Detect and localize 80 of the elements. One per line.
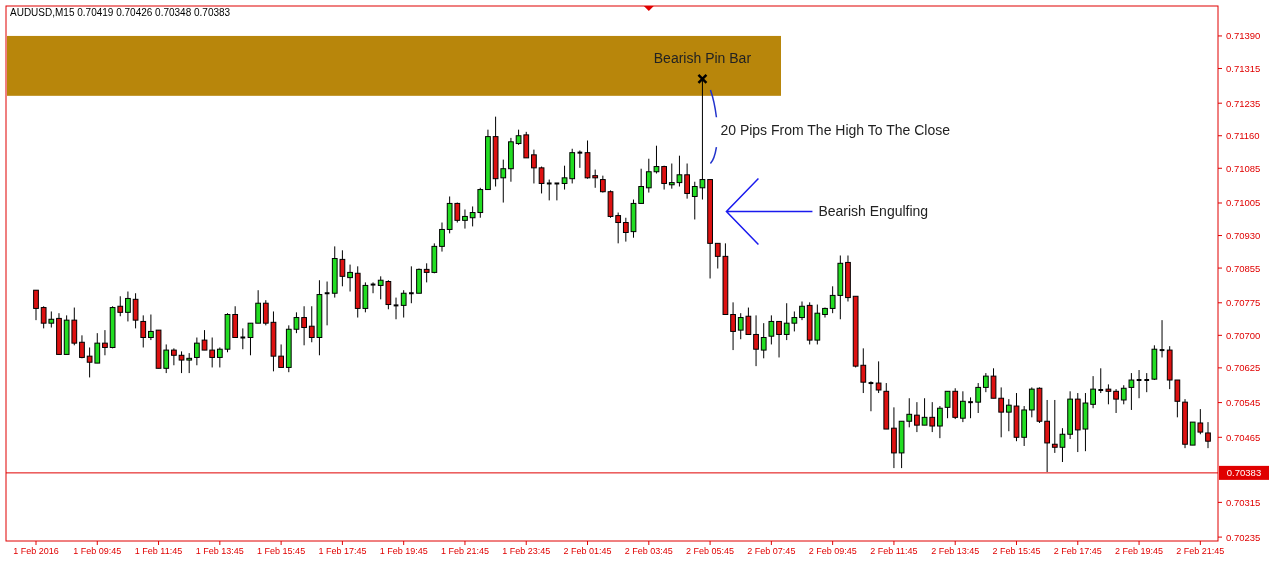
y-tick-label: 0.70545 <box>1226 397 1261 409</box>
candlestick <box>400 289 407 319</box>
candlestick <box>33 289 39 321</box>
candlestick <box>1143 372 1151 393</box>
x-tick-label: 2 Feb 03:45 <box>624 546 673 556</box>
candlestick <box>439 222 445 253</box>
y-tick-label: 0.70235 <box>1226 531 1261 543</box>
candlestick <box>753 314 759 367</box>
candlestick <box>140 314 147 348</box>
annotation: 20 Pips From The High To The Close <box>720 122 951 139</box>
x-tick-label: 2 Feb 01:45 <box>563 546 612 556</box>
x-tick-label: 2 Feb 19:45 <box>1115 546 1164 556</box>
x-tick-label: 1 Feb 2016 <box>13 546 59 556</box>
candlestick <box>937 405 943 439</box>
ref-line-label: 0.70383 <box>1226 467 1262 479</box>
candlestick <box>1113 388 1119 414</box>
candlestick <box>967 396 974 419</box>
x-tick-label: 1 Feb 19:45 <box>379 546 428 556</box>
candlestick <box>416 268 422 294</box>
y-tick-label: 0.71390 <box>1226 30 1261 42</box>
y-tick-label: 0.70700 <box>1226 329 1261 341</box>
x-tick-label: 1 Feb 09:45 <box>73 546 122 556</box>
candlestick <box>875 360 882 394</box>
y-tick-label: 0.70775 <box>1226 297 1261 309</box>
y-tick-label: 0.70930 <box>1226 230 1261 242</box>
x-tick-label: 2 Feb 07:45 <box>747 546 796 556</box>
x-tick-label: 1 Feb 23:45 <box>502 546 551 556</box>
candlestick <box>960 390 966 423</box>
x-tick-label: 1 Feb 17:45 <box>318 546 367 556</box>
candlestick <box>462 209 468 230</box>
y-tick-label: 0.71315 <box>1226 62 1261 74</box>
x-tick-label: 2 Feb 15:45 <box>992 546 1041 556</box>
x-tick-label: 2 Feb 17:45 <box>1053 546 1102 556</box>
y-tick-label: 0.71235 <box>1226 97 1261 109</box>
y-tick-label: 0.71005 <box>1226 197 1261 209</box>
y-tick-label: 0.70625 <box>1226 362 1261 374</box>
x-tick-label: 1 Feb 21:45 <box>440 546 489 556</box>
y-tick-label: 0.70465 <box>1226 431 1261 443</box>
x-tick-label: 1 Feb 13:45 <box>195 546 244 556</box>
candlestick <box>975 382 982 414</box>
x-tick-label: 2 Feb 09:45 <box>808 546 857 556</box>
x-tick-label: 2 Feb 05:45 <box>686 546 735 556</box>
candlestick <box>1105 383 1112 405</box>
candlestick <box>760 322 767 359</box>
candlestick <box>239 327 247 350</box>
y-tick-label: 0.71160 <box>1226 130 1260 142</box>
x-tick-label: 2 Feb 11:45 <box>870 546 918 556</box>
x-tick-label: 2 Feb 13:45 <box>931 546 980 556</box>
candlestick <box>148 314 154 341</box>
candlestick <box>171 347 177 366</box>
candlestick <box>684 163 690 200</box>
x-tick-label: 2 Feb 21:45 <box>1176 546 1225 556</box>
annotation: Bearish Engulfing <box>818 203 929 220</box>
candlestick <box>538 166 545 194</box>
candlestick <box>914 401 920 433</box>
candlestick <box>132 292 139 329</box>
candlestick <box>1120 384 1127 405</box>
candlestick <box>776 320 782 358</box>
y-tick-label: 0.70855 <box>1226 262 1261 274</box>
candlestick <box>545 179 553 201</box>
candlestick <box>278 343 284 368</box>
y-tick-label: 0.70315 <box>1226 496 1261 508</box>
candlestick <box>1205 421 1211 449</box>
candlestick <box>531 149 537 184</box>
candlestick <box>730 301 736 351</box>
x-tick-label: 1 Feb 15:45 <box>257 546 306 556</box>
candlestick <box>102 329 108 356</box>
candlestick <box>799 300 805 321</box>
x-tick-label: 1 Feb 11:45 <box>134 546 183 556</box>
candlestick <box>125 291 131 322</box>
annotation: Bearish Pin Bar <box>653 49 752 66</box>
candlestick <box>1090 375 1096 409</box>
candlestick <box>1097 367 1105 394</box>
y-tick-label: 0.71085 <box>1226 162 1261 174</box>
candlestick <box>768 314 775 345</box>
chart-title: AUDUSD,M15 0.70419 0.70426 0.70348 0.70383 <box>10 7 231 18</box>
candlestick <box>1128 372 1135 411</box>
candlestick <box>576 149 584 169</box>
candlestick <box>301 305 307 346</box>
candlestick <box>347 264 353 293</box>
